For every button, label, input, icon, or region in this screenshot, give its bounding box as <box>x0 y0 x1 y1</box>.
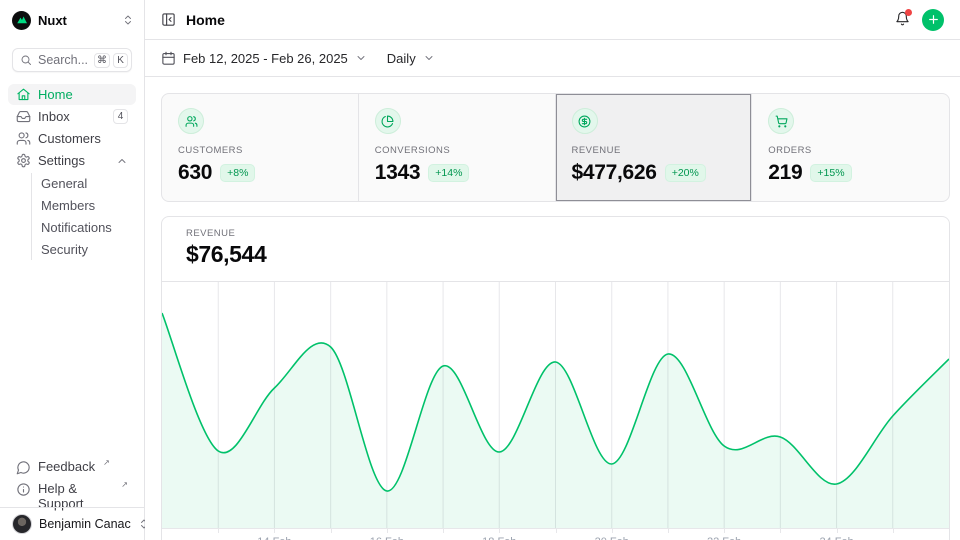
axis-tick <box>499 529 500 533</box>
chevron-up-down-icon <box>122 14 134 26</box>
workspace-switcher[interactable]: Nuxt <box>0 0 144 40</box>
axis-tick <box>218 529 219 533</box>
granularity-value: Daily <box>387 51 416 66</box>
main-panel: Home Feb 12, 2025 - Feb 26, 2025 Daily <box>145 0 960 540</box>
axis-tick-label: 18 Feb <box>482 536 516 540</box>
sidebar-item-members[interactable]: Members <box>32 195 136 216</box>
stat-card-revenue[interactable]: REVENUE $477,626 +20% <box>556 94 753 201</box>
axis-tick <box>387 529 388 533</box>
users-icon <box>16 131 31 146</box>
search-placeholder: Search... <box>38 53 88 67</box>
axis-tick <box>274 529 275 533</box>
sidebar-item-home[interactable]: Home <box>8 84 136 105</box>
axis-tick-label: 20 Feb <box>595 536 629 540</box>
chart-label: REVENUE <box>186 228 925 239</box>
sidebar-nav: Home Inbox 4 Customers Settings General … <box>0 84 144 262</box>
users-icon <box>178 108 204 134</box>
sidebar-item-customers[interactable]: Customers <box>8 128 136 149</box>
notifications-button[interactable] <box>895 11 910 29</box>
sidebar-item-security[interactable]: Security <box>32 239 136 260</box>
axis-tick-label: 22 Feb <box>707 536 741 540</box>
revenue-chart-card: REVENUE $76,544 14 Feb 16 Feb 18 Feb 20 Feb… <box>161 216 950 540</box>
axis-tick-label: 16 Feb <box>370 536 404 540</box>
stat-card-customers[interactable]: CUSTOMERS 630 +8% <box>162 94 359 201</box>
message-circle-icon <box>16 460 31 475</box>
sidebar-item-general[interactable]: General <box>32 173 136 194</box>
granularity-select[interactable]: Daily <box>387 51 435 66</box>
external-link-icon: ↗ <box>103 459 110 467</box>
app-window: Nuxt Search... ⌘ K Home Inbox 4 Cu <box>0 0 960 540</box>
cart-icon <box>768 108 794 134</box>
kbd-meta: ⌘ <box>94 53 110 68</box>
calendar-icon <box>161 51 176 66</box>
sidebar: Nuxt Search... ⌘ K Home Inbox 4 Cu <box>0 0 145 540</box>
stat-value: 630 <box>178 161 212 185</box>
chevron-down-icon <box>355 52 367 64</box>
plus-icon <box>927 13 940 26</box>
delta-badge: +14% <box>428 164 469 182</box>
search-input[interactable]: Search... ⌘ K <box>12 48 132 72</box>
inbox-icon <box>16 109 31 124</box>
settings-sub-list: General Members Notifications Security <box>31 173 136 260</box>
add-button[interactable] <box>922 9 944 31</box>
revenue-area-chart[interactable]: 14 Feb 16 Feb 18 Feb 20 Feb 22 Feb 24 Feb <box>162 282 949 540</box>
sidebar-footer-links: Feedback ↗ Help & Support ↗ <box>0 457 144 507</box>
delta-badge: +15% <box>810 164 851 182</box>
page-header: Home <box>145 0 960 40</box>
avatar <box>12 514 32 534</box>
date-range-picker[interactable]: Feb 12, 2025 - Feb 26, 2025 <box>161 51 367 66</box>
sidebar-collapse-icon[interactable] <box>161 12 176 27</box>
stat-card-orders[interactable]: ORDERS 219 +15% <box>752 94 949 201</box>
help-support-link[interactable]: Help & Support ↗ <box>8 479 136 501</box>
inbox-count-badge: 4 <box>113 109 128 124</box>
workspace-name: Nuxt <box>38 13 115 28</box>
delta-badge: +8% <box>220 164 255 182</box>
chart-plot-area[interactable] <box>162 282 949 528</box>
info-circle-icon <box>16 482 31 497</box>
stats-row: CUSTOMERS 630 +8% CONVERSIONS 1343 +14% <box>161 93 950 202</box>
page-title: Home <box>186 12 225 28</box>
filter-toolbar: Feb 12, 2025 - Feb 26, 2025 Daily <box>145 40 960 77</box>
stat-value: $477,626 <box>572 161 657 185</box>
dollar-circle-icon <box>572 108 598 134</box>
dashboard-content: CUSTOMERS 630 +8% CONVERSIONS 1343 +14% <box>145 77 960 540</box>
chevron-down-icon <box>423 52 435 64</box>
sidebar-item-notifications[interactable]: Notifications <box>32 217 136 238</box>
axis-tick <box>331 529 332 533</box>
feedback-link[interactable]: Feedback ↗ <box>8 457 136 479</box>
home-icon <box>16 87 31 102</box>
axis-tick <box>780 529 781 533</box>
date-range-value: Feb 12, 2025 - Feb 26, 2025 <box>183 51 348 66</box>
search-icon <box>20 54 32 66</box>
axis-tick <box>556 529 557 533</box>
chart-x-axis: 14 Feb 16 Feb 18 Feb 20 Feb 22 Feb 24 Feb <box>162 528 949 540</box>
nuxt-logo-icon <box>12 11 31 30</box>
axis-tick <box>668 529 669 533</box>
stat-value: 1343 <box>375 161 421 185</box>
pie-chart-icon <box>375 108 401 134</box>
chevron-up-icon <box>116 155 128 167</box>
axis-tick-label: 24 Feb <box>819 536 853 540</box>
chart-header: REVENUE $76,544 <box>162 217 949 282</box>
stat-card-conversions[interactable]: CONVERSIONS 1343 +14% <box>359 94 556 201</box>
axis-tick <box>837 529 838 533</box>
axis-tick <box>612 529 613 533</box>
axis-tick <box>443 529 444 533</box>
axis-tick <box>724 529 725 533</box>
sidebar-item-settings[interactable]: Settings <box>8 150 136 171</box>
axis-tick <box>893 529 894 533</box>
axis-tick-label: 14 Feb <box>257 536 291 540</box>
user-name: Benjamin Canac <box>39 517 131 531</box>
user-menu-button[interactable]: Benjamin Canac <box>0 507 144 540</box>
external-link-icon: ↗ <box>121 481 128 489</box>
search-kbd-shortcut: ⌘ K <box>94 53 128 68</box>
chart-total-value: $76,544 <box>186 241 925 268</box>
gear-icon <box>16 153 31 168</box>
sidebar-item-inbox[interactable]: Inbox 4 <box>8 106 136 127</box>
delta-badge: +20% <box>665 164 706 182</box>
stat-value: 219 <box>768 161 802 185</box>
notification-dot <box>905 9 912 16</box>
kbd-k: K <box>113 53 128 68</box>
